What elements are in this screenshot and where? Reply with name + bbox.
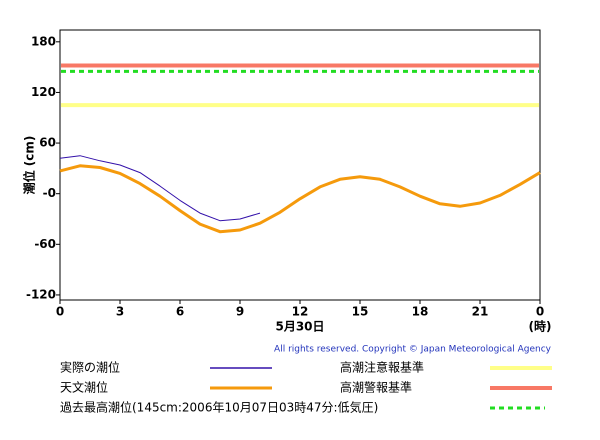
x-tick-label: 15 <box>352 305 369 319</box>
y-tick-label: 180 <box>31 34 56 48</box>
y-tick-label: 120 <box>31 85 56 99</box>
legend-label: 高潮注意報基準 <box>340 360 424 375</box>
y-tick-label: 60 <box>39 136 56 150</box>
y-tick-label: -0 <box>43 186 56 200</box>
x-tick-label: 6 <box>176 305 184 319</box>
copyright: All rights reserved. Copyright © Japan M… <box>274 345 552 355</box>
x-axis-label: 5月30日 <box>275 320 324 334</box>
tide-line <box>59 164 541 234</box>
y-tick-label: -60 <box>34 237 56 251</box>
legend-label: 高潮警報基準 <box>340 380 412 395</box>
tide-line <box>59 155 261 222</box>
legend-label: 過去最高潮位(145cm:2006年10月07日03時47分:低気圧) <box>60 400 378 415</box>
x-tick-label: 12 <box>292 305 309 319</box>
legend-label: 実際の潮位 <box>60 360 120 375</box>
x-tick-label: 0 <box>536 305 544 319</box>
x-tick-label: 21 <box>472 305 489 319</box>
x-unit: (時) <box>529 319 552 334</box>
x-tick-label: 9 <box>236 305 244 319</box>
legend-label: 天文潮位 <box>60 380 108 395</box>
x-tick-label: 3 <box>116 305 124 319</box>
x-tick-label: 0 <box>56 305 64 319</box>
y-tick-label: -120 <box>26 287 56 301</box>
x-tick-label: 18 <box>412 305 429 319</box>
y-axis-label: 潮位 (cm) <box>22 136 37 195</box>
